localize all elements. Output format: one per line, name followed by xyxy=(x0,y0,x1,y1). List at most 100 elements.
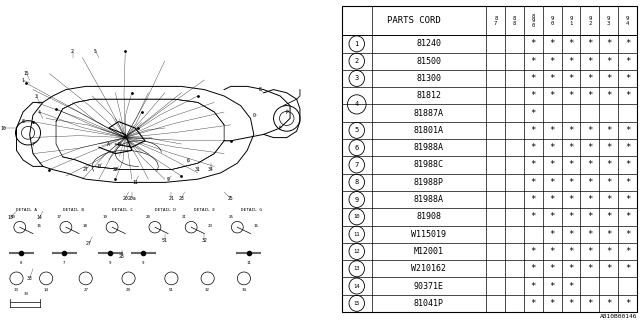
Text: 9
0: 9 0 xyxy=(550,16,554,26)
Text: 13: 13 xyxy=(7,215,13,220)
Text: *: * xyxy=(568,57,573,66)
Text: *: * xyxy=(625,126,630,135)
Text: *: * xyxy=(531,247,536,256)
Text: 29: 29 xyxy=(126,288,131,292)
Text: *: * xyxy=(606,247,611,256)
Text: 27: 27 xyxy=(86,241,92,246)
Text: *: * xyxy=(568,212,573,221)
Text: 7: 7 xyxy=(63,261,65,265)
Text: *: * xyxy=(550,39,555,48)
Text: *: * xyxy=(568,264,573,273)
Text: *: * xyxy=(587,299,593,308)
Text: 33: 33 xyxy=(27,276,33,281)
Text: *: * xyxy=(531,160,536,170)
Text: 8
8: 8 8 xyxy=(513,16,516,26)
Text: 27: 27 xyxy=(83,288,88,292)
Text: *: * xyxy=(625,143,630,152)
Text: *: * xyxy=(606,160,611,170)
Text: *: * xyxy=(606,264,611,273)
Text: B: B xyxy=(117,141,120,147)
Text: 14: 14 xyxy=(36,215,42,220)
Text: 2: 2 xyxy=(71,49,74,54)
Text: 16: 16 xyxy=(36,224,41,228)
Text: *: * xyxy=(625,178,630,187)
Text: 81887A: 81887A xyxy=(414,108,444,117)
Text: 81908: 81908 xyxy=(417,212,442,221)
Text: *: * xyxy=(587,143,593,152)
Text: 4: 4 xyxy=(38,109,41,115)
Text: *: * xyxy=(606,91,611,100)
Text: 20a: 20a xyxy=(127,196,136,201)
Text: 32: 32 xyxy=(205,288,210,292)
Text: *: * xyxy=(531,143,536,152)
Text: 11: 11 xyxy=(132,180,138,185)
Text: 21: 21 xyxy=(168,196,174,201)
Text: *: * xyxy=(606,212,611,221)
Text: 9
3: 9 3 xyxy=(607,16,611,26)
Text: *: * xyxy=(550,74,555,83)
Text: *: * xyxy=(606,143,611,152)
Text: 23: 23 xyxy=(207,224,212,228)
Text: 81988A: 81988A xyxy=(414,143,444,152)
Text: 9: 9 xyxy=(142,261,145,265)
Text: E: E xyxy=(259,87,262,92)
Text: DETAIL A: DETAIL A xyxy=(17,208,38,212)
Text: 81041P: 81041P xyxy=(414,299,444,308)
Text: 5: 5 xyxy=(355,127,359,133)
Text: *: * xyxy=(587,57,593,66)
Text: 15: 15 xyxy=(24,71,29,76)
Text: *: * xyxy=(587,230,593,239)
Text: W115019: W115019 xyxy=(412,230,447,239)
Text: *: * xyxy=(531,212,536,221)
Text: 9: 9 xyxy=(355,196,359,203)
Text: 2T: 2T xyxy=(83,167,88,172)
Text: 7: 7 xyxy=(355,162,359,168)
Text: *: * xyxy=(568,74,573,83)
Text: *: * xyxy=(625,299,630,308)
Text: *: * xyxy=(550,212,555,221)
Text: *: * xyxy=(625,247,630,256)
Text: *: * xyxy=(587,264,593,273)
Text: *: * xyxy=(550,230,555,239)
Text: DETAIL E: DETAIL E xyxy=(195,208,216,212)
Text: *: * xyxy=(550,247,555,256)
Text: *: * xyxy=(550,143,555,152)
Text: 11: 11 xyxy=(353,232,360,237)
Text: *: * xyxy=(568,126,573,135)
Text: *: * xyxy=(568,160,573,170)
Text: D: D xyxy=(97,164,100,169)
Text: *: * xyxy=(587,160,593,170)
Text: *: * xyxy=(531,108,536,117)
Text: *: * xyxy=(550,178,555,187)
Text: C: C xyxy=(127,141,130,147)
Text: *: * xyxy=(531,91,536,100)
Text: 9
1: 9 1 xyxy=(570,16,573,26)
Text: *: * xyxy=(550,91,555,100)
Text: *: * xyxy=(531,74,536,83)
Text: *: * xyxy=(550,126,555,135)
Text: F: F xyxy=(279,125,282,131)
Text: *: * xyxy=(606,195,611,204)
Text: 8: 8 xyxy=(355,179,359,185)
Text: 3: 3 xyxy=(35,93,38,99)
Text: *: * xyxy=(625,57,630,66)
Text: 81240: 81240 xyxy=(417,39,442,48)
Text: 34: 34 xyxy=(241,288,246,292)
Text: 1: 1 xyxy=(22,77,24,83)
Text: *: * xyxy=(531,178,536,187)
Text: 21: 21 xyxy=(182,215,187,219)
Text: *: * xyxy=(587,91,593,100)
Text: *: * xyxy=(568,178,573,187)
Text: *: * xyxy=(606,74,611,83)
Text: *: * xyxy=(587,39,593,48)
Text: 9
2: 9 2 xyxy=(588,16,591,26)
Text: *: * xyxy=(568,299,573,308)
Text: *: * xyxy=(550,160,555,170)
Text: 9: 9 xyxy=(109,261,111,265)
Text: *: * xyxy=(568,247,573,256)
Text: 16: 16 xyxy=(254,224,259,228)
Text: 2: 2 xyxy=(355,58,359,64)
Text: *: * xyxy=(587,74,593,83)
Text: 25: 25 xyxy=(228,215,233,219)
Text: 14: 14 xyxy=(353,284,360,289)
